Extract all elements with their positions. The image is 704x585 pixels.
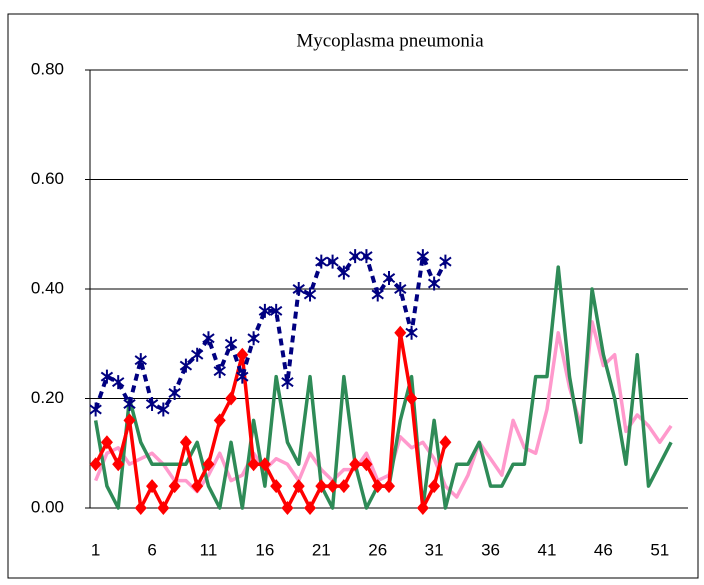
y-tick-label: 0.80 bbox=[31, 59, 64, 78]
x-tick-label: 51 bbox=[650, 540, 669, 559]
diamond-marker bbox=[281, 501, 294, 515]
asterisk-marker bbox=[123, 396, 136, 411]
x-tick-label: 41 bbox=[538, 540, 557, 559]
diamond-marker bbox=[349, 457, 362, 472]
asterisk-marker bbox=[439, 254, 452, 269]
asterisk-marker bbox=[202, 331, 215, 346]
diamond-marker bbox=[213, 413, 226, 428]
diamond-marker bbox=[112, 457, 125, 472]
y-tick-label: 0.40 bbox=[31, 278, 64, 297]
diamond-marker bbox=[360, 457, 373, 472]
diamond-marker bbox=[405, 391, 418, 406]
diamond-marker bbox=[383, 479, 395, 494]
diamond-marker bbox=[247, 457, 260, 472]
diamond-marker bbox=[225, 391, 238, 406]
diamond-marker bbox=[89, 457, 102, 472]
asterisk-marker bbox=[371, 287, 384, 302]
x-tick-label: 26 bbox=[368, 540, 387, 559]
asterisk-marker bbox=[281, 375, 294, 390]
asterisk-marker bbox=[348, 249, 362, 264]
asterisk-marker bbox=[112, 375, 125, 390]
asterisk-marker bbox=[100, 369, 114, 384]
asterisk-marker bbox=[394, 282, 407, 296]
asterisk-marker bbox=[145, 396, 159, 411]
asterisk-marker bbox=[315, 254, 328, 269]
diamond-marker bbox=[439, 435, 452, 450]
diamond-marker bbox=[416, 501, 429, 515]
asterisk-marker bbox=[427, 276, 441, 291]
asterisk-marker bbox=[224, 336, 238, 351]
asterisk-marker bbox=[303, 287, 317, 302]
diamond-marker bbox=[371, 479, 384, 494]
y-tick-label: 0.20 bbox=[31, 388, 64, 407]
asterisk-marker bbox=[326, 254, 339, 269]
diamond-marker bbox=[292, 479, 305, 494]
diamond-marker bbox=[202, 457, 215, 472]
series-line bbox=[93, 254, 448, 412]
y-tick-label: 0.00 bbox=[31, 497, 64, 516]
diamond-marker bbox=[326, 479, 339, 494]
x-tick-label: 31 bbox=[425, 540, 444, 559]
x-tick-label: 16 bbox=[255, 540, 274, 559]
diamond-marker bbox=[146, 479, 159, 494]
x-tick-label: 36 bbox=[481, 540, 500, 559]
x-tick-label: 11 bbox=[200, 540, 218, 559]
asterisk-marker bbox=[258, 303, 272, 318]
diamond-marker bbox=[123, 413, 136, 428]
asterisk-marker bbox=[179, 358, 193, 373]
diamond-marker bbox=[157, 501, 170, 515]
y-tick-label: 0.60 bbox=[31, 169, 64, 188]
asterisk-marker bbox=[247, 331, 260, 346]
diamond-marker bbox=[134, 501, 147, 515]
asterisk-marker bbox=[269, 303, 283, 318]
asterisk-marker bbox=[360, 249, 373, 264]
asterisk-marker bbox=[236, 369, 249, 384]
asterisk-marker bbox=[134, 353, 147, 368]
diamond-marker bbox=[428, 479, 441, 494]
diamond-marker bbox=[191, 479, 204, 494]
asterisk-marker bbox=[157, 402, 170, 417]
x-tick-label: 6 bbox=[147, 540, 156, 559]
asterisk-marker bbox=[168, 386, 181, 401]
x-tick-label: 1 bbox=[91, 540, 100, 559]
diamond-marker bbox=[100, 435, 113, 450]
asterisk-marker bbox=[190, 347, 204, 362]
asterisk-marker bbox=[292, 282, 305, 296]
diamond-marker bbox=[258, 457, 271, 472]
asterisk-marker bbox=[405, 325, 418, 340]
diamond-marker bbox=[179, 435, 192, 450]
asterisk-marker bbox=[89, 402, 102, 417]
x-tick-label: 46 bbox=[594, 540, 613, 559]
asterisk-marker bbox=[213, 364, 226, 379]
asterisk-marker bbox=[382, 271, 396, 286]
x-tick-label: 21 bbox=[312, 540, 331, 559]
diamond-marker bbox=[315, 479, 328, 494]
chart-frame bbox=[7, 13, 699, 579]
diamond-marker bbox=[236, 347, 249, 362]
diamond-marker bbox=[394, 325, 407, 340]
asterisk-marker bbox=[416, 249, 430, 264]
diamond-marker bbox=[304, 501, 317, 515]
diamond-marker bbox=[168, 479, 181, 494]
asterisk-marker bbox=[337, 265, 351, 280]
diamond-marker bbox=[270, 479, 283, 494]
diamond-marker bbox=[337, 479, 350, 494]
chart-title: Mycoplasma pneumonia bbox=[296, 30, 484, 51]
